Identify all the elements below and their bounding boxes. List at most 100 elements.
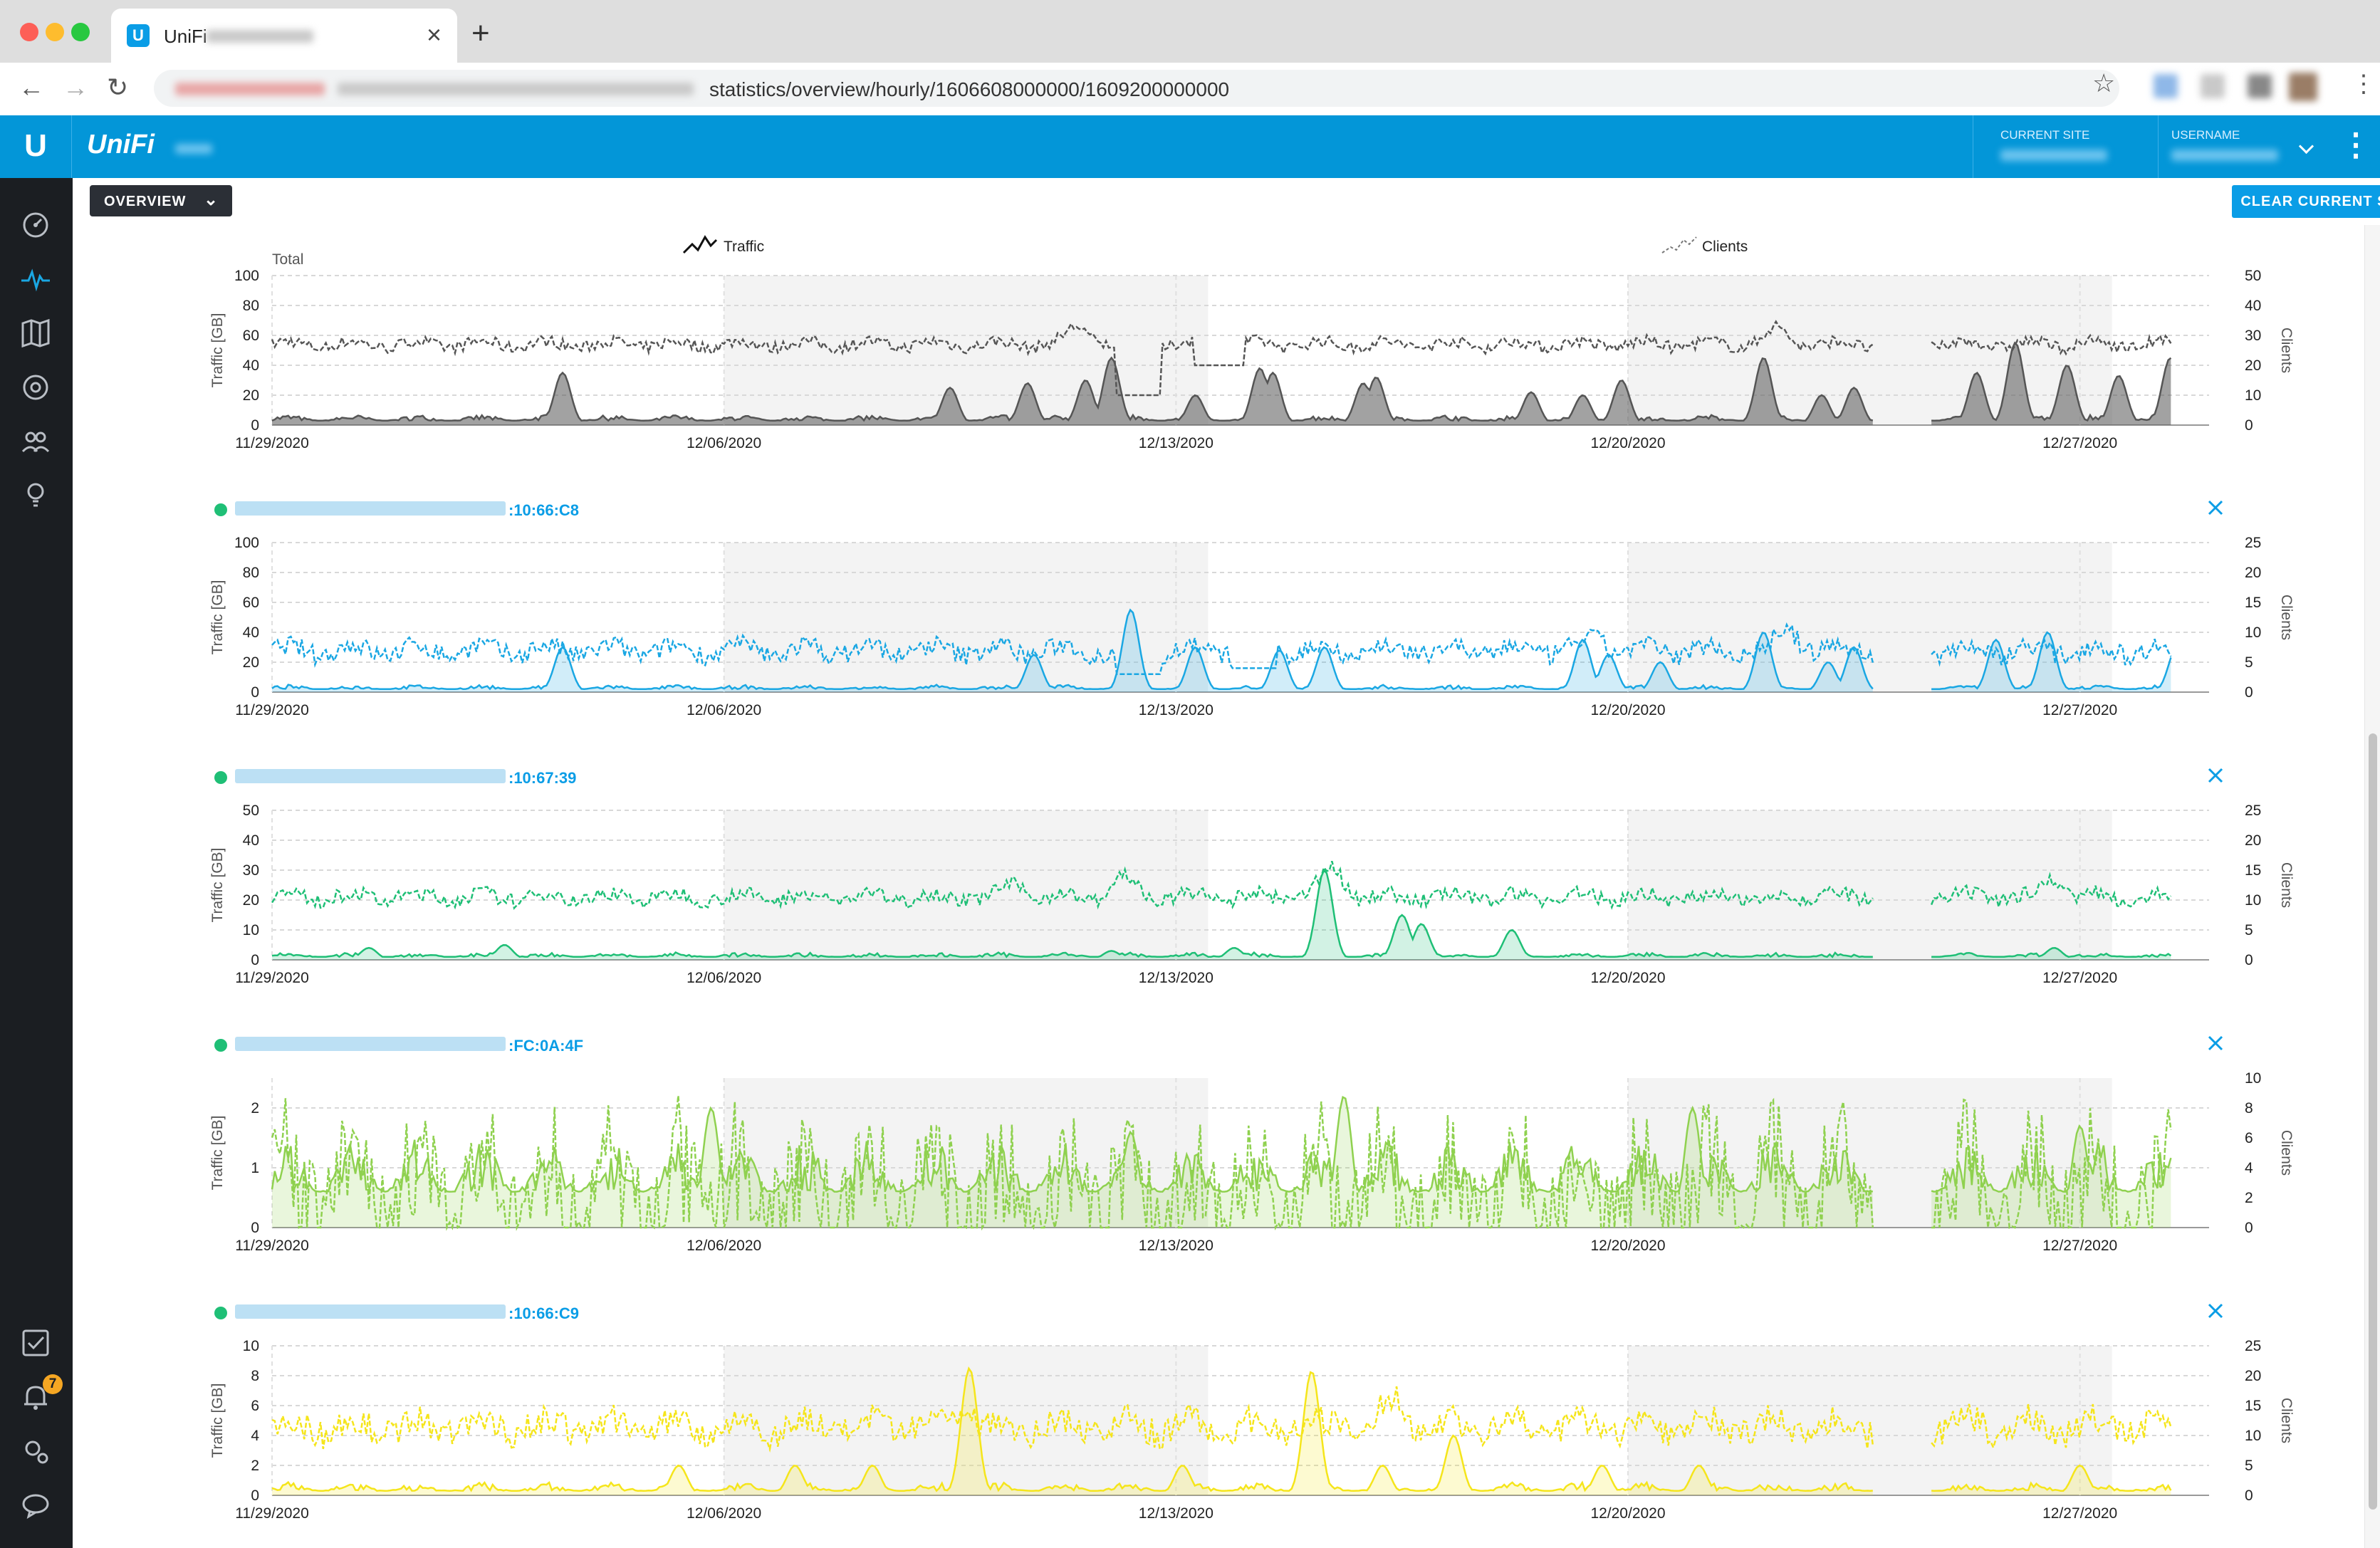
y-tick-label: 0 [251,1220,259,1236]
x-tick-label: 12/27/2020 [2042,970,2117,986]
redacted-text [175,83,325,95]
dashboard-icon[interactable] [17,206,54,244]
x-tick-label: 12/06/2020 [687,1505,761,1522]
window-maximize-button[interactable] [71,23,90,41]
x-tick-label: 12/13/2020 [1139,435,1214,451]
ubiquiti-logo[interactable]: U [24,128,47,163]
url-text: statistics/overview/hourly/1606608000000… [709,78,1230,100]
y2-tick-label: 10 [2245,1070,2261,1087]
y2-tick-label: 20 [2245,832,2261,849]
chevron-down-icon [2298,138,2314,155]
x-tick-label: 12/20/2020 [1590,970,1665,986]
x-tick-label: 12/06/2020 [687,435,761,451]
url-field[interactable]: statistics/overview/hourly/1606608000000… [154,70,2119,107]
clients-legend-icon [1661,236,1697,253]
new-tab-button[interactable]: + [471,16,490,51]
unifi-brand: UniFi [87,130,155,159]
clients-series-line [1931,1403,2172,1450]
traffic-series-line [271,869,1873,958]
bookmark-star-icon[interactable]: ☆ [2092,68,2116,98]
alerts-icon[interactable] [17,1379,54,1416]
overview-dropdown[interactable]: OVERVIEW ⌄ [90,185,232,216]
avatar[interactable] [2289,73,2317,101]
y2-tick-label: 5 [2245,654,2253,671]
devices-icon[interactable] [17,369,54,406]
clients-series-line [1931,637,2172,667]
insights-icon[interactable] [17,477,54,514]
traffic-series-area [1931,342,2171,425]
clients-icon[interactable] [17,423,54,460]
y2-tick-label: 0 [2245,1220,2253,1236]
x-tick-label: 11/29/2020 [235,1238,309,1254]
username-selector[interactable]: USERNAME [2158,115,2322,178]
y2-tick-label: 8 [2245,1100,2253,1116]
more-menu-icon[interactable]: ⋮ [2340,127,2371,162]
y2-tick-label: 6 [2245,1130,2253,1146]
close-chart-icon[interactable] [2208,500,2223,516]
stats-toolbar: OVERVIEW ⌄ CLEAR CURRENT STATS [73,178,2380,225]
extension-icon[interactable] [2248,74,2272,98]
clients-series-line [271,1386,1874,1453]
x-tick-label: 12/20/2020 [1590,435,1665,451]
y2-tick-label: 25 [2245,535,2261,551]
tasks-icon[interactable] [17,1324,54,1361]
y-tick-label: 60 [243,595,259,611]
weekend-shade [724,1346,1209,1495]
back-icon[interactable]: ← [19,73,44,102]
weekend-shade [1628,810,2112,960]
y-tick-label: 60 [243,328,259,344]
device-label: :10:66:C8 [508,501,579,519]
settings-icon[interactable] [17,1433,54,1470]
y-tick-label: 0 [251,952,259,968]
extension-icon[interactable] [2154,74,2178,98]
y2-tick-label: 4 [2245,1160,2253,1176]
close-chart-icon[interactable] [2208,768,2223,783]
device-label: :FC:0A:4F [508,1037,583,1055]
y-axis-label: Traffic [GB] [209,1115,226,1190]
x-tick-label: 12/13/2020 [1139,1505,1214,1522]
close-chart-icon[interactable] [2208,1035,2223,1051]
divider [71,115,72,178]
clients-series-line [271,622,1874,676]
y-axis-label: Traffic [GB] [209,847,226,922]
browser-tab[interactable]: U UniFi × [111,9,457,63]
traffic-legend-icon [682,235,718,254]
clear-current-stats-button[interactable]: CLEAR CURRENT STATS [2232,185,2380,218]
browser-menu-icon[interactable]: ⋮ [2352,70,2376,98]
y-tick-label: 50 [243,802,259,819]
forward-icon[interactable]: → [63,73,88,102]
statistics-content: Traffic Clients Total 100 80 60 40 20 0 50 40 30 20 1… [73,225,2364,1548]
y2-tick-label: 10 [2245,624,2261,641]
y2-tick-label: 30 [2245,328,2261,344]
y-tick-label: 20 [243,654,259,671]
traffic-series-line [1931,1464,2172,1492]
current-site-selector[interactable]: CURRENT SITE [1973,115,2159,178]
window-minimize-button[interactable] [46,23,64,41]
x-tick-label: 11/29/2020 [235,1505,309,1522]
chat-icon[interactable] [17,1487,54,1524]
x-tick-label: 12/06/2020 [687,970,761,986]
extension-icon[interactable] [2201,74,2225,98]
y2-tick-label: 25 [2245,1338,2261,1354]
x-tick-label: 12/13/2020 [1139,970,1214,986]
y-tick-label: 2 [251,1100,259,1116]
close-chart-icon[interactable] [2208,1303,2223,1319]
y2-axis-label: Clients [2278,1130,2295,1176]
redacted-device-name [235,1037,506,1051]
traffic-series-line [1931,947,2172,958]
statistics-icon[interactable] [17,261,54,298]
window-close-button[interactable] [20,23,38,41]
weekend-shade [724,810,1209,960]
reload-icon[interactable]: ↻ [107,73,129,102]
scrollbar-thumb[interactable] [2369,733,2377,1510]
x-tick-label: 12/27/2020 [2042,1238,2117,1254]
y2-axis-label: Clients [2278,595,2295,640]
clients-series-line [1930,872,2172,911]
x-tick-label: 12/06/2020 [687,702,761,718]
map-icon[interactable] [17,315,54,352]
y2-tick-label: 5 [2245,1458,2253,1474]
app-header: U UniFi CURRENT SITE USERNAME ⋮ [0,115,2380,178]
y-tick-label: 10 [243,922,259,938]
y2-tick-label: 15 [2245,1398,2261,1414]
close-tab-icon[interactable]: × [426,20,442,49]
